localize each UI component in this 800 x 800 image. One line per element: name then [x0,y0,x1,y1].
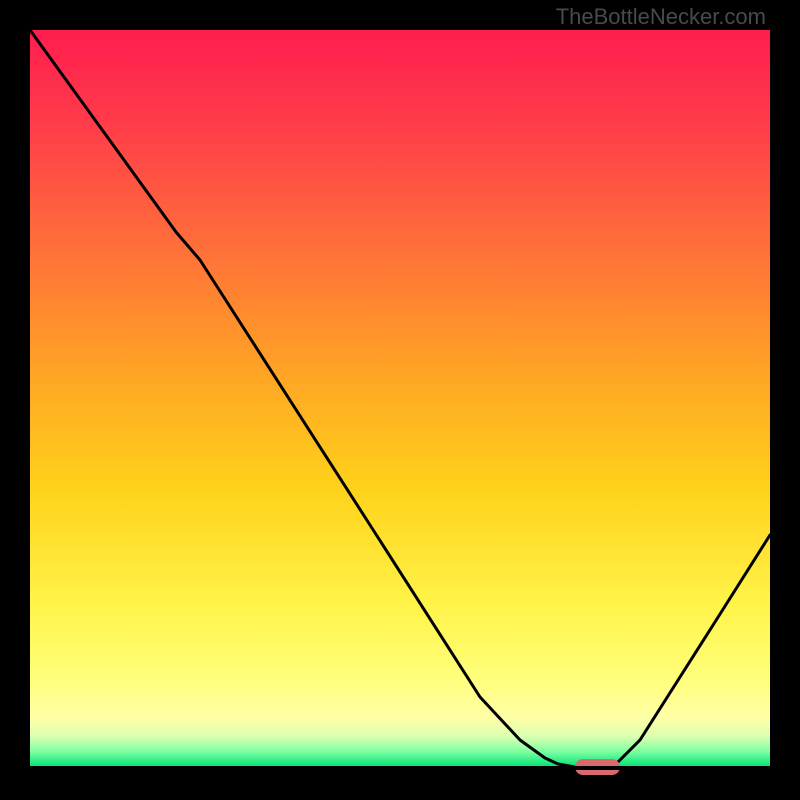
axis-baseline [30,766,770,770]
chart-plot-area [30,30,770,770]
watermark-text: TheBottleNecker.com [556,4,766,30]
